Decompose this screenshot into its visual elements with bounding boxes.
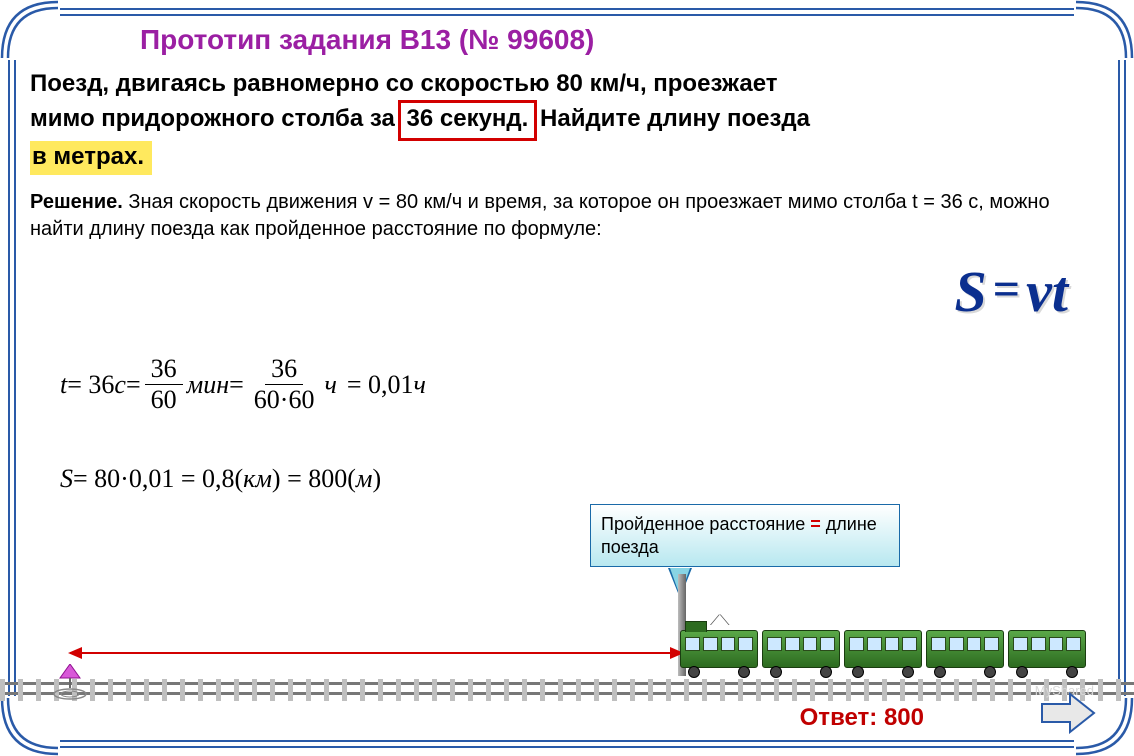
- highlighted-value: 36 секунд.: [398, 100, 538, 140]
- train: ⟋⟍: [680, 630, 1086, 676]
- callout-equals: =: [810, 514, 821, 534]
- problem-text: Поезд, двигаясь равномерно со скоростью …: [30, 70, 778, 97]
- answer-text: Ответ: 800: [800, 704, 924, 732]
- callout-text: Пройденное расстояние: [601, 514, 810, 534]
- solution-text: Решение. Зная скорость движения v = 80 к…: [30, 189, 1104, 243]
- equation-distance: S = 80·0,01 = 0,8( км ) = 800( м ): [60, 464, 381, 494]
- train-car: [926, 630, 1004, 676]
- next-slide-button[interactable]: [1040, 692, 1096, 734]
- formula-vt: vt: [1026, 259, 1068, 324]
- slide-title: Прототип задания В13 (№ 99608): [140, 24, 1104, 56]
- callout-box: Пройденное расстояние = длине поезда: [590, 504, 900, 567]
- formula-eq: =: [993, 263, 1020, 316]
- unit-sec: c: [114, 370, 126, 400]
- eq-text: ): [373, 464, 382, 494]
- problem-text: мимо придорожного столба за: [30, 105, 395, 132]
- answer-label: Ответ:: [800, 704, 884, 731]
- eq-text: ) = 800(: [272, 464, 356, 494]
- main-formula: S=vt: [955, 258, 1068, 325]
- var-t: t: [60, 370, 67, 400]
- train-diagram: ⟋⟍: [30, 594, 1104, 714]
- eq-text: = 80·0,01 = 0,8(: [73, 464, 243, 494]
- denominator: 60: [145, 385, 183, 415]
- eq-text: =: [126, 370, 141, 400]
- denominator: 60·60: [248, 385, 321, 415]
- equation-time: t = 36 c = 3660 мин = 3660·60 ч = 0,01 ч: [60, 354, 426, 415]
- numerator: 36: [145, 354, 183, 385]
- unit-m: м: [356, 464, 373, 494]
- highlighted-question: в метрах.: [30, 141, 152, 175]
- problem-text: Найдите длину поезда: [540, 105, 810, 132]
- dimension-arrow: [70, 652, 682, 654]
- problem-statement: Поезд, двигаясь равномерно со скоростью …: [30, 68, 1104, 175]
- unit-hour: ч: [324, 370, 336, 400]
- unit-hour: ч: [414, 370, 426, 400]
- numerator: 36: [265, 354, 303, 385]
- var-s: S: [60, 464, 73, 494]
- train-car: [1008, 630, 1086, 676]
- eq-text: =: [229, 370, 244, 400]
- solution-label: Решение.: [30, 191, 123, 213]
- start-marker: [50, 664, 90, 709]
- train-car: [844, 630, 922, 676]
- unit-min: мин: [187, 370, 230, 400]
- unit-km: км: [243, 464, 272, 494]
- eq-text: = 0,01: [347, 370, 414, 400]
- solution-body: Зная скорость движения v = 80 км/ч и вре…: [30, 191, 1050, 240]
- slide-content: Прототип задания В13 (№ 99608) Поезд, дв…: [30, 24, 1104, 732]
- pantograph-icon: ⟋⟍: [710, 612, 730, 629]
- formula-S: S: [955, 259, 987, 324]
- fraction: 3660: [145, 354, 183, 415]
- train-car: [762, 630, 840, 676]
- fraction: 3660·60: [248, 354, 321, 415]
- eq-text: = 36: [67, 370, 114, 400]
- rails: [0, 676, 1134, 704]
- answer-value: 800: [884, 704, 924, 731]
- locomotive: ⟋⟍: [680, 630, 758, 676]
